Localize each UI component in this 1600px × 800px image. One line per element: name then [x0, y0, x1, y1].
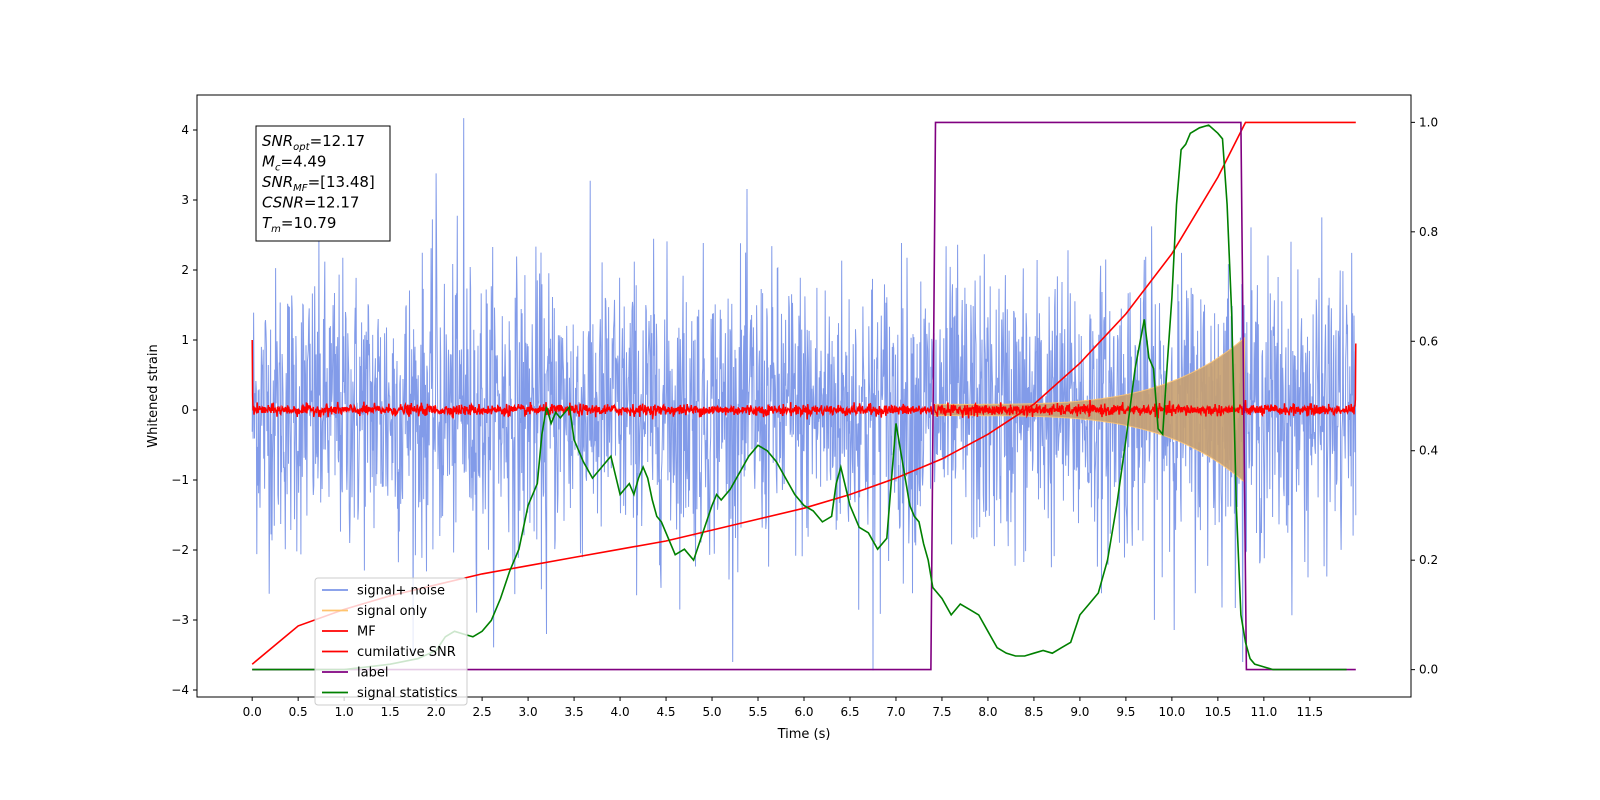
info-var: M [262, 153, 275, 171]
info-sub: opt [293, 142, 310, 153]
y-right-tick-label: 0.0 [1419, 663, 1438, 677]
y-left-tick-label: 3 [181, 193, 189, 207]
x-tick-label: 10.5 [1205, 705, 1232, 719]
x-tick-label: 9.0 [1070, 705, 1089, 719]
info-box-line: SNRopt=12.17 [262, 132, 365, 153]
x-tick-label: 7.5 [932, 705, 951, 719]
x-tick-label: 4.5 [656, 705, 675, 719]
y-left-tick-label: 1 [181, 333, 189, 347]
legend-entry: cumilative SNR [357, 645, 456, 660]
info-value: =[13.48] [308, 173, 375, 191]
info-sub: m [271, 224, 281, 235]
info-var: T [262, 214, 273, 232]
legend: signal+ noise signal only MF cumilative SNR… [314, 577, 468, 706]
y-left-tick-label: −1 [171, 473, 189, 487]
x-tick-label: 8.5 [1024, 705, 1043, 719]
legend-frame [314, 577, 468, 706]
info-var: SNR [262, 173, 293, 191]
info-sub: MF [293, 183, 308, 194]
x-tick-label: 10.0 [1159, 705, 1186, 719]
x-tick-label: 2.5 [473, 705, 492, 719]
y-right-tick-label: 0.4 [1419, 444, 1438, 458]
info-sub: c [275, 163, 281, 174]
y-left-tick-label: −4 [171, 683, 189, 697]
y-left-tick-label: −3 [171, 613, 189, 627]
x-tick-label: 11.0 [1250, 705, 1277, 719]
y-axis-right: 1.0 0.8 0.6 0.4 0.2 0.0 [1411, 115, 1438, 677]
x-tick-label: 0.5 [289, 705, 308, 719]
x-tick-label: 11.5 [1296, 705, 1323, 719]
series-mf [251, 339, 1357, 420]
x-tick-label: 5.0 [702, 705, 721, 719]
x-tick-label: 1.0 [335, 705, 354, 719]
y-right-tick-label: 0.6 [1419, 334, 1438, 348]
info-var: CSNR [262, 194, 304, 212]
info-box-line: Tm=10.79 [262, 214, 336, 235]
y-right-tick-label: 1.0 [1419, 115, 1438, 129]
info-box-line: Mc=4.49 [262, 153, 326, 174]
legend-entry: MF [357, 625, 376, 640]
info-box-frame [255, 125, 391, 242]
x-tick-label: 0.0 [243, 705, 262, 719]
series-signal-statistics [252, 124, 1347, 671]
y-axis-left: 4 3 2 1 0 −1 −2 −3 −4 [171, 123, 197, 697]
info-var: SNR [262, 132, 293, 150]
info-value: =10.79 [281, 214, 337, 232]
series-label [252, 121, 1356, 671]
x-axis-label: Time (s) [777, 727, 831, 742]
x-tick-label: 4.0 [611, 705, 630, 719]
y-right-tick-label: 0.8 [1419, 225, 1438, 239]
info-value: =4.49 [280, 153, 326, 171]
x-tick-label: 5.5 [748, 705, 767, 719]
y-axis-label: Whitened strain [146, 344, 161, 447]
x-tick-label: 6.0 [794, 705, 813, 719]
x-tick-label: 7.0 [886, 705, 905, 719]
series-signal-noise [251, 118, 1357, 671]
info-box: SNRopt=12.17Mc=4.49SNRMF=[13.48]CSNR=12.… [255, 125, 391, 242]
legend-entry: signal+ noise [357, 584, 445, 599]
x-tick-label: 1.5 [381, 705, 400, 719]
info-value: =12.17 [304, 194, 360, 212]
info-box-line: CSNR=12.17 [262, 194, 359, 212]
x-tick-label: 3.0 [519, 705, 538, 719]
x-tick-label: 9.5 [1116, 705, 1135, 719]
x-axis: 0.0 0.5 1.0 1.5 2.0 2.5 3.0 3.5 4.0 4.5 5.0 5.5 6.0 6… [243, 697, 1323, 719]
x-tick-label: 6.5 [840, 705, 859, 719]
y-left-tick-label: 2 [181, 263, 189, 277]
y-left-tick-label: −2 [171, 543, 189, 557]
x-tick-label: 2.0 [427, 705, 446, 719]
info-value: =12.17 [310, 132, 366, 150]
y-left-tick-label: 4 [181, 123, 189, 137]
x-tick-label: 3.5 [565, 705, 584, 719]
x-tick-label: 8.0 [978, 705, 997, 719]
y-left-tick-label: 0 [181, 403, 189, 417]
legend-entry: signal statistics [357, 686, 458, 701]
legend-entry: label [357, 666, 388, 681]
legend-entry: signal only [357, 604, 427, 619]
info-box-line: SNRMF=[13.48] [262, 173, 375, 194]
y-right-tick-label: 0.2 [1419, 553, 1438, 567]
